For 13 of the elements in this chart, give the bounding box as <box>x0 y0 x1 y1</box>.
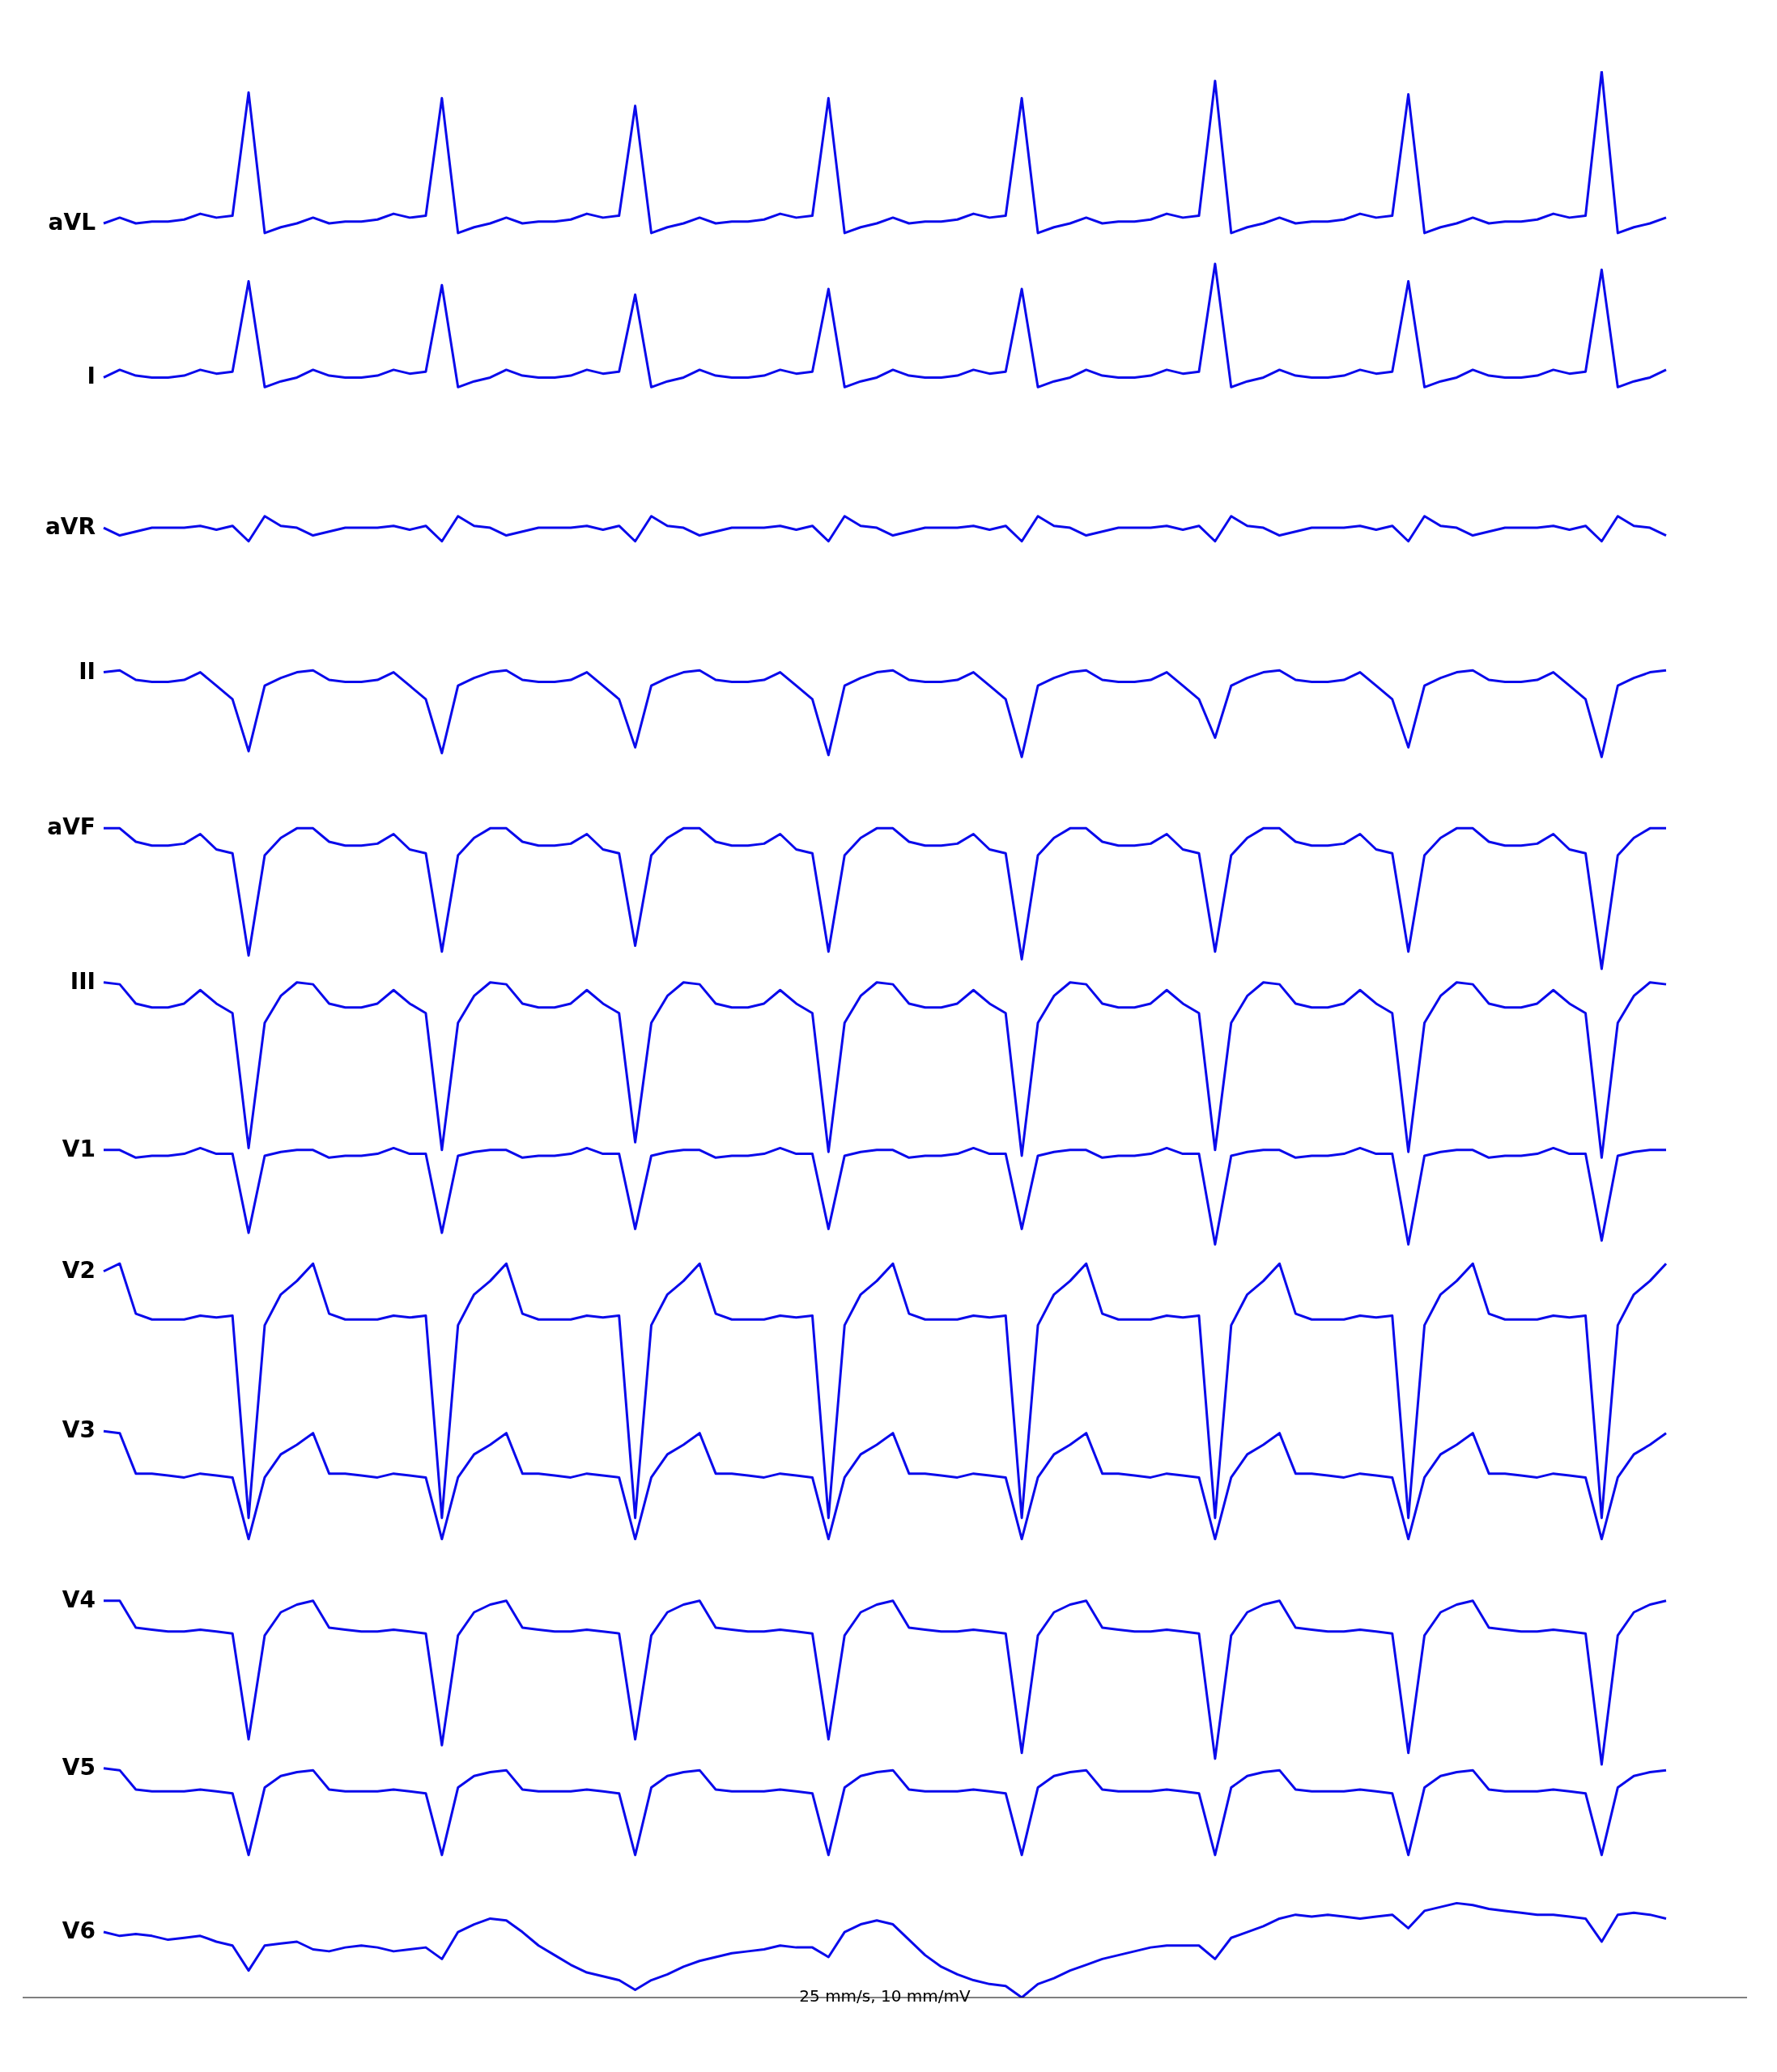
series-label: V3 <box>62 1416 96 1444</box>
series-label: II <box>79 657 96 685</box>
series-label: III <box>70 967 96 995</box>
series-label: aVL <box>48 209 96 236</box>
annotation: 25 mm/s, 10 mm/mV <box>798 1986 971 2006</box>
series-label: V4 <box>62 1586 96 1613</box>
series-label: V1 <box>62 1135 96 1162</box>
series-label: V6 <box>62 1917 96 1945</box>
series-label: aVF <box>47 813 96 841</box>
series-label: V2 <box>62 1256 96 1284</box>
series-label: V5 <box>62 1753 96 1781</box>
series-label: aVR <box>45 513 96 541</box>
series-label: I <box>87 363 96 390</box>
